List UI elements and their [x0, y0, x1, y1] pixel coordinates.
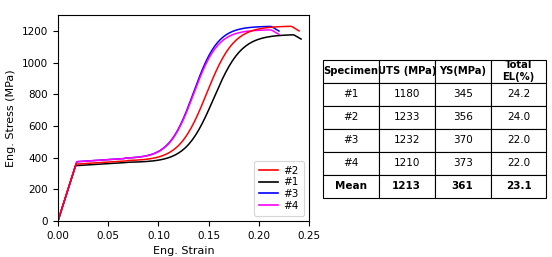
#4	[55, 219, 61, 223]
#3	[86, 159, 93, 162]
#4	[217, 41, 224, 44]
#3	[142, 154, 148, 158]
X-axis label: Eng. Strain: Eng. Strain	[153, 246, 214, 256]
#3	[247, 26, 253, 29]
#4	[247, 29, 253, 32]
#1	[86, 163, 92, 166]
#2	[55, 219, 61, 223]
#3	[217, 38, 224, 41]
#1	[290, 33, 296, 36]
#2	[60, 204, 66, 207]
#2	[296, 29, 302, 32]
#4	[60, 203, 67, 206]
#2	[253, 28, 259, 31]
#3	[55, 219, 61, 223]
#1	[232, 54, 239, 58]
#1	[60, 204, 66, 207]
#4	[236, 31, 243, 34]
Legend: #2, #1, #3, #4: #2, #1, #3, #4	[254, 161, 304, 216]
#1	[298, 38, 304, 41]
#2	[264, 26, 271, 29]
#1	[55, 219, 61, 223]
#1	[266, 35, 273, 38]
#3	[236, 27, 243, 31]
#4	[142, 155, 148, 158]
Y-axis label: Eng. Stress (MPa): Eng. Stress (MPa)	[7, 69, 17, 167]
#2	[288, 25, 294, 28]
#2	[86, 162, 93, 165]
#1	[254, 38, 261, 41]
Line: #4: #4	[58, 30, 279, 221]
#3	[60, 203, 67, 206]
#4	[86, 159, 93, 162]
#4	[268, 28, 274, 31]
#4	[275, 33, 282, 36]
#2	[146, 157, 153, 160]
#2	[231, 40, 238, 43]
#1	[146, 160, 153, 163]
Line: #1: #1	[58, 35, 301, 221]
#3	[268, 25, 274, 28]
#3	[275, 30, 282, 33]
Line: #3: #3	[58, 26, 279, 221]
Line: #2: #2	[58, 26, 299, 221]
